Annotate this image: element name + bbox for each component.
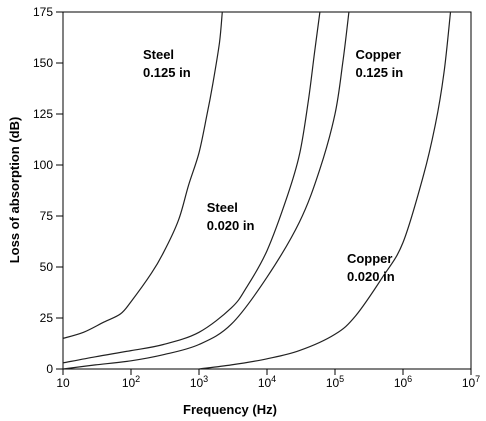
series-line-2 — [63, 12, 321, 364]
x-tick-label: 102 — [122, 374, 140, 390]
annotation-copper-0020-line-2: 0.020 in — [347, 269, 395, 284]
y-tick-label: 100 — [33, 158, 53, 172]
x-tick-label: 10 — [56, 376, 70, 390]
annotation-steel-0125-line-1: Steel — [143, 47, 174, 62]
x-tick-label: 103 — [190, 374, 208, 390]
y-tick-label: 0 — [46, 362, 53, 376]
plot-frame — [62, 11, 472, 370]
annotation-copper-0125-line-1: Copper — [355, 47, 401, 62]
annotation-steel-0020-line-1: Steel — [207, 200, 238, 215]
curves-group — [63, 12, 452, 369]
y-tick-label: 75 — [40, 209, 54, 223]
annotation-copper-0125-line-2: 0.125 in — [355, 65, 403, 80]
annotation-copper-0020-line-1: Copper — [347, 251, 393, 266]
x-axis-title: Frequency (Hz) — [183, 402, 277, 417]
x-tick-label: 106 — [394, 374, 412, 390]
x-tick-label: 104 — [258, 374, 276, 390]
ticks-group: 0 25 50 75 100 125 150 175 10 102 103 104 105 106 107 — [33, 5, 480, 390]
annotation-steel-0020-line-2: 0.020 in — [207, 218, 255, 233]
series-line-4 — [198, 12, 452, 369]
y-tick-label: 175 — [33, 5, 53, 19]
annotations-group: Steel 0.125 in Steel 0.020 in Copper 0.125 in… — [143, 47, 403, 284]
series-line-1 — [63, 12, 223, 339]
x-tick-label: 105 — [326, 374, 344, 390]
y-tick-label: 25 — [40, 311, 54, 325]
y-axis-title: Loss of absorption (dB) — [7, 117, 22, 264]
y-tick-label: 50 — [40, 260, 54, 274]
annotation-steel-0125-line-2: 0.125 in — [143, 65, 191, 80]
y-tick-label: 125 — [33, 107, 53, 121]
y-tick-label: 150 — [33, 56, 53, 70]
series-line-3 — [63, 12, 350, 369]
x-tick-label: 107 — [462, 374, 480, 390]
